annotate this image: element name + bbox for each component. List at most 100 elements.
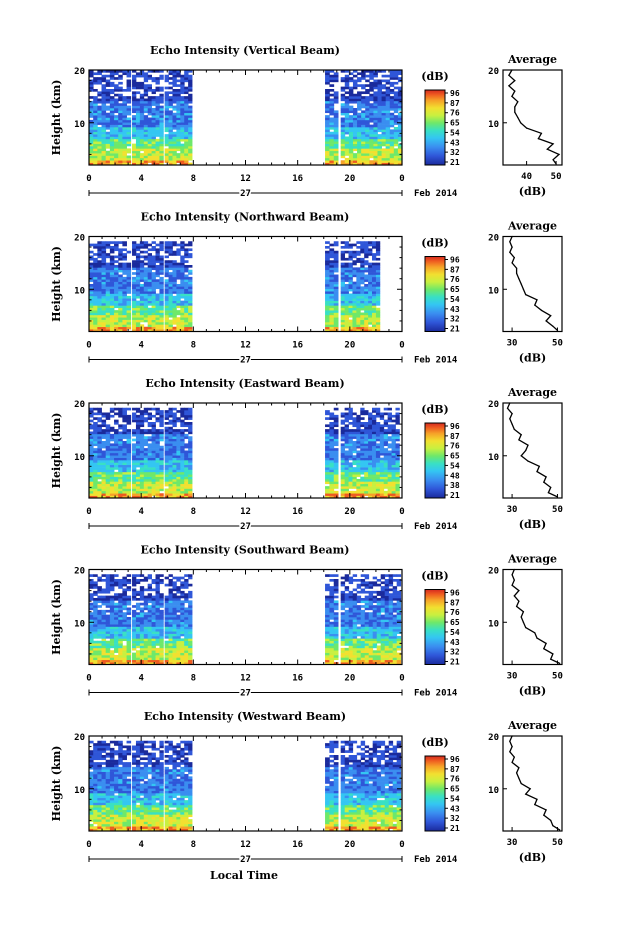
heatmap-cell <box>361 131 366 135</box>
heatmap-cell <box>109 493 115 496</box>
heatmap-cell <box>397 134 403 137</box>
heatmap-cell <box>348 157 354 161</box>
heatmap-cell <box>97 633 102 637</box>
heatmap-cell <box>155 243 160 247</box>
heatmap-cell <box>381 160 387 163</box>
heatmap-cell <box>180 317 185 320</box>
heatmap-cell <box>369 150 374 154</box>
heatmap-cell <box>180 77 185 80</box>
heatmap-cell <box>147 108 152 111</box>
heatmap-cell <box>389 146 395 149</box>
heatmap-cell <box>122 448 127 451</box>
heatmap-cell <box>368 452 373 456</box>
heatmap-cell <box>132 246 137 249</box>
heatmap-cell <box>109 279 115 282</box>
heatmap-cell <box>184 293 189 297</box>
heatmap-cell <box>155 483 160 487</box>
heatmap-cell <box>132 81 137 85</box>
heatmap-cell <box>97 455 102 458</box>
heatmap-cell <box>89 488 94 492</box>
heatmap-cell <box>109 607 115 611</box>
heatmap-cell <box>118 105 123 109</box>
heatmap-cell <box>180 462 185 466</box>
heatmap-cell <box>333 262 339 266</box>
heatmap-cell <box>389 72 395 76</box>
heatmap-cell <box>164 148 169 152</box>
heatmap-cell <box>118 295 123 299</box>
heatmap-cell <box>159 89 164 92</box>
heatmap-cell <box>361 141 366 144</box>
heatmap-cell <box>101 276 107 280</box>
heatmap-cell <box>172 474 177 477</box>
heatmap-cell <box>364 288 369 292</box>
heatmap-cell <box>105 486 111 489</box>
heatmap-cell <box>93 479 98 482</box>
heatmap-cell <box>151 319 156 323</box>
heatmap-cell <box>114 602 119 606</box>
heatmap-cell <box>101 460 107 463</box>
heatmap-cell <box>369 127 374 130</box>
heatmap-cell <box>168 146 173 149</box>
heatmap-cell <box>344 105 350 109</box>
heatmap-cell <box>101 284 107 287</box>
heatmap-cell <box>180 246 185 249</box>
heatmap-cell <box>184 452 189 456</box>
x-tick-label: 4 <box>138 174 144 184</box>
heatmap-cell <box>348 483 353 487</box>
heatmap-cell <box>348 153 354 156</box>
heatmap-cell <box>340 288 346 292</box>
heatmap-cell <box>329 455 335 458</box>
heatmap-cell <box>118 436 123 439</box>
heatmap-cell <box>188 79 193 83</box>
heatmap-cell <box>340 312 346 316</box>
heatmap-cell <box>89 624 94 627</box>
heatmap-cell <box>101 464 107 468</box>
heatmap-cell <box>368 312 373 316</box>
heatmap-cell <box>118 650 123 653</box>
heatmap-cell <box>97 310 102 313</box>
heatmap-cell <box>135 441 141 444</box>
heatmap-cell <box>143 155 149 159</box>
heatmap-cell <box>389 105 395 109</box>
heatmap-cell <box>143 108 149 111</box>
heatmap-cell <box>180 248 185 252</box>
heatmap-cell <box>151 122 156 125</box>
heatmap-cell <box>340 150 346 154</box>
heatmap-cell <box>172 260 177 263</box>
heatmap-cell <box>365 91 370 95</box>
heatmap-cell <box>139 96 145 99</box>
heatmap-cell <box>379 433 385 437</box>
heatmap-cell <box>329 267 335 271</box>
heatmap-cell <box>168 467 173 470</box>
heatmap-cell <box>101 248 107 252</box>
heatmap-cell <box>168 312 173 316</box>
heatmap-cell <box>372 426 377 430</box>
heatmap-cell <box>93 652 98 656</box>
heatmap-cell <box>325 276 330 280</box>
heatmap-cell <box>333 155 339 159</box>
heatmap-cell <box>172 495 177 499</box>
heatmap-cell <box>188 155 193 159</box>
heatmap-cell <box>348 412 353 416</box>
heatmap-cell <box>395 469 400 473</box>
heatmap-cell <box>101 300 107 304</box>
heatmap-cell <box>352 84 358 87</box>
heatmap-cell <box>164 246 169 249</box>
heatmap-cell <box>105 490 111 494</box>
heatmap-cell <box>361 117 366 121</box>
heatmap-cell <box>105 146 111 149</box>
heatmap-cell <box>172 436 177 439</box>
heatmap-cell <box>126 262 132 266</box>
heatmap-cell <box>89 295 94 299</box>
heatmap-cell <box>391 431 396 435</box>
heatmap-cell <box>356 443 361 447</box>
heatmap-cell <box>132 655 137 658</box>
heatmap-cell <box>180 274 185 278</box>
heatmap-cell <box>379 486 385 489</box>
heatmap-cell <box>159 248 164 252</box>
heatmap-cell <box>97 281 102 285</box>
heatmap-cell <box>364 279 369 282</box>
heatmap-cell <box>340 317 346 320</box>
heatmap-cell <box>356 295 361 299</box>
average-point <box>558 153 560 155</box>
